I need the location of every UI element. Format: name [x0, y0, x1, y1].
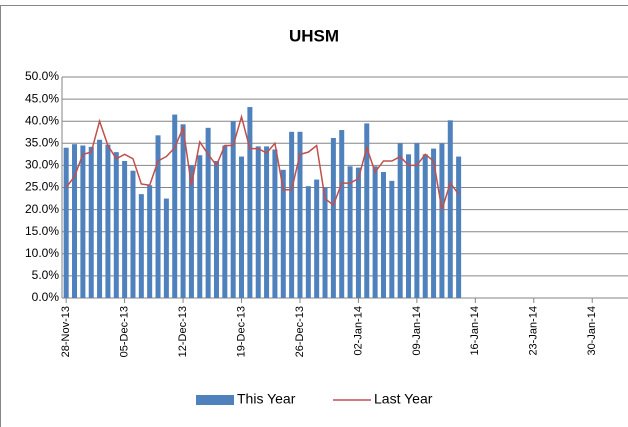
x-tick-label: 09-Jan-14: [411, 306, 423, 356]
y-tick-label: 45.0%: [25, 91, 59, 105]
bar: [406, 154, 412, 298]
x-tick-label: 30-Jan-14: [586, 306, 598, 356]
bar: [305, 186, 311, 298]
bar: [138, 194, 144, 298]
bar: [113, 152, 119, 298]
bar: [414, 143, 420, 298]
y-tick-label: 15.0%: [25, 224, 59, 238]
y-tick-label: 10.0%: [25, 246, 59, 260]
bar: [88, 146, 94, 298]
bar: [213, 160, 219, 298]
bar: [63, 147, 69, 298]
bar: [314, 179, 320, 298]
bar: [422, 154, 428, 298]
legend-swatch: [196, 395, 234, 405]
bar: [197, 155, 203, 298]
y-tick-label: 20.0%: [25, 202, 59, 216]
bar: [456, 156, 462, 298]
bar: [280, 169, 286, 298]
bar: [172, 114, 178, 298]
bar: [347, 166, 353, 298]
bar: [105, 144, 111, 298]
bar: [72, 144, 78, 298]
bar: [355, 167, 361, 298]
y-tick-label: 25.0%: [25, 180, 59, 194]
x-tick-label: 12-Dec-13: [177, 306, 189, 357]
chart-title: UHSM: [289, 26, 339, 45]
bar: [239, 156, 245, 298]
x-tick-label: 16-Jan-14: [469, 306, 481, 356]
bar: [264, 146, 270, 298]
line: [65, 113, 460, 210]
bar: [397, 143, 403, 298]
bar: [230, 121, 236, 298]
x-tick-label: 23-Jan-14: [528, 306, 540, 356]
bar: [330, 137, 336, 298]
bar: [222, 145, 228, 298]
legend-label: This Year: [237, 391, 296, 407]
bar: [130, 170, 136, 298]
bar: [147, 185, 153, 298]
bar: [339, 130, 345, 298]
y-tick-label: 5.0%: [32, 268, 60, 282]
chart-frame: [0, 5, 628, 427]
y-tick-label: 30.0%: [25, 158, 59, 172]
bar: [97, 139, 103, 298]
bar: [322, 187, 328, 298]
y-tick-label: 35.0%: [25, 135, 59, 149]
bar: [389, 180, 395, 298]
bar: [364, 123, 370, 298]
y-tick-label: 40.0%: [25, 113, 59, 127]
bar: [188, 165, 194, 298]
bar: [297, 131, 303, 298]
bar: [289, 131, 295, 298]
bar: [155, 135, 161, 298]
bar: [247, 107, 253, 298]
bar: [439, 143, 445, 298]
x-tick-label: 26-Dec-13: [294, 306, 306, 357]
x-tick-label: 19-Dec-13: [235, 306, 247, 357]
y-tick-label: 0.0%: [32, 290, 60, 304]
x-tick-label: 28-Nov-13: [60, 306, 72, 357]
x-tick-label: 05-Dec-13: [119, 306, 131, 357]
bar: [431, 148, 437, 298]
x-tick-label: 02-Jan-14: [352, 306, 364, 356]
bar: [80, 145, 86, 298]
bar: [163, 198, 169, 298]
y-tick-label: 50.0%: [25, 69, 59, 83]
bar: [380, 172, 386, 298]
bar: [180, 124, 186, 298]
bar: [272, 149, 278, 298]
bar: [447, 120, 453, 298]
bar: [372, 166, 378, 298]
legend-label: Last Year: [374, 391, 433, 407]
bar: [255, 146, 261, 298]
bar: [205, 127, 211, 298]
bar: [122, 160, 128, 298]
